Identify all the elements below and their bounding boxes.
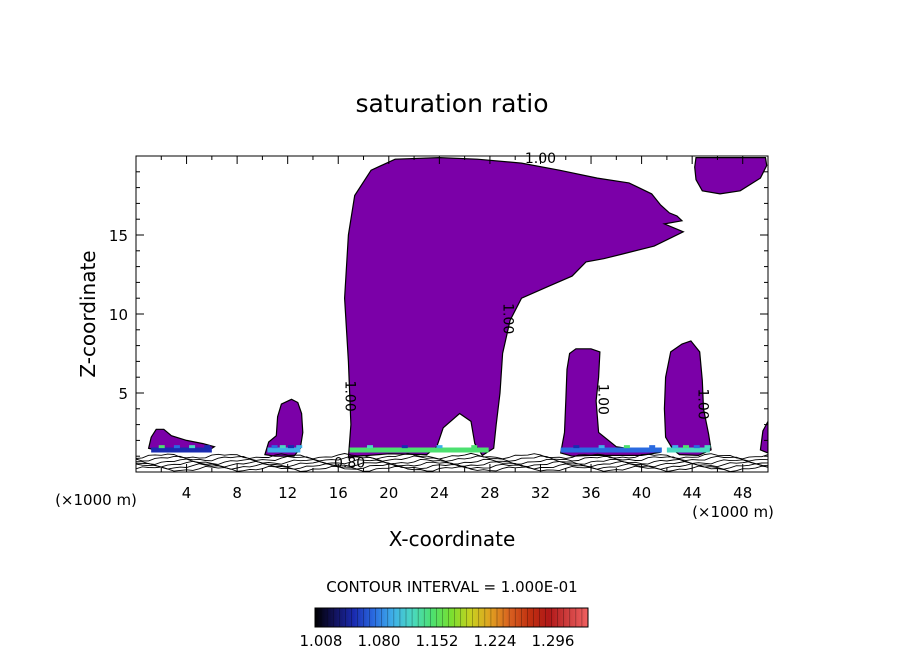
colorbar-ticks [320, 608, 583, 627]
colorbar [314, 607, 589, 628]
colorbar-label: 1.296 [532, 632, 575, 650]
surface-contour-line [136, 463, 768, 470]
band-speck [704, 445, 711, 449]
band-speck [649, 445, 656, 449]
band-speck [173, 445, 180, 449]
contour-label: 0.80 [334, 455, 365, 471]
y-tick-label: 5 [118, 385, 128, 403]
chart-title: saturation ratio [355, 89, 548, 118]
contour-label: 1.00 [342, 381, 358, 412]
band-speck [682, 445, 689, 449]
contour-interval-text: CONTOUR INTERVAL = 1.000E-01 [326, 578, 577, 596]
region-upper-right-cloud [694, 157, 768, 195]
x-tick-label: 44 [683, 484, 702, 502]
colorbar-label: 1.080 [358, 632, 401, 650]
band-speck [573, 445, 580, 449]
band-speck [672, 445, 679, 449]
band-speck [623, 445, 630, 449]
y-axis-label: Z-coordinate [76, 250, 100, 377]
band-speck [598, 445, 605, 449]
x-unit-left: (×1000 m) [55, 491, 137, 509]
band-speck [296, 445, 303, 449]
region-cell-36 [560, 348, 661, 457]
band-speck [158, 445, 165, 449]
x-axis-label: X-coordinate [389, 527, 516, 551]
region-cell-44 [663, 340, 712, 457]
band-speck [366, 445, 373, 449]
band-speck [271, 445, 278, 449]
x-axis-ticks: 4 8 12 16 20 24 28 32 36 40 44 48 [160, 156, 752, 502]
y-tick-label: 15 [109, 227, 128, 245]
x-tick-label: 48 [733, 484, 752, 502]
x-unit-right: (×1000 m) [692, 503, 774, 521]
band-speck [693, 445, 700, 449]
band-speck [436, 445, 443, 449]
band-speck [279, 445, 286, 449]
contour-label: 1.00 [694, 388, 710, 419]
y-tick-label: 10 [109, 306, 128, 324]
surface-contour-line [136, 460, 768, 468]
band [349, 447, 489, 453]
x-tick-label: 16 [329, 484, 348, 502]
x-tick-label: 20 [379, 484, 398, 502]
y-axis-ticks: 5 10 15 [109, 171, 768, 457]
region-cell-right-edge [759, 421, 768, 454]
colorbar-label: 1.008 [300, 632, 343, 650]
x-tick-label: 36 [581, 484, 600, 502]
region-cell-12 [264, 398, 304, 457]
surface-contour-line [136, 458, 768, 465]
x-tick-label: 40 [632, 484, 651, 502]
band-speck [401, 445, 408, 449]
surface-contours [136, 452, 768, 472]
x-tick-label: 4 [182, 484, 192, 502]
band [267, 447, 301, 453]
x-tick-label: 28 [480, 484, 499, 502]
colorbar-label: 1.224 [474, 632, 517, 650]
x-tick-label: 24 [430, 484, 449, 502]
band [666, 447, 710, 453]
band-speck [204, 445, 211, 449]
region-main-cloud [343, 156, 685, 459]
band [560, 447, 662, 453]
x-tick-label: 32 [531, 484, 550, 502]
band-speck [189, 445, 196, 449]
band-speck [471, 445, 478, 449]
x-tick-label: 12 [278, 484, 297, 502]
surface-contour-line [136, 465, 768, 472]
band-speck [287, 445, 294, 449]
saturated-regions [147, 156, 768, 459]
surface-contour-line [136, 452, 768, 460]
contour-label: 1.00 [594, 384, 610, 415]
high-saturation-bands [151, 445, 711, 453]
colorbar-labels: 1.008 1.080 1.152 1.224 1.296 [300, 632, 575, 650]
colorbar-label: 1.152 [416, 632, 459, 650]
x-tick-label: 8 [232, 484, 242, 502]
band [151, 447, 212, 453]
contour-label: 1.00 [500, 303, 516, 334]
